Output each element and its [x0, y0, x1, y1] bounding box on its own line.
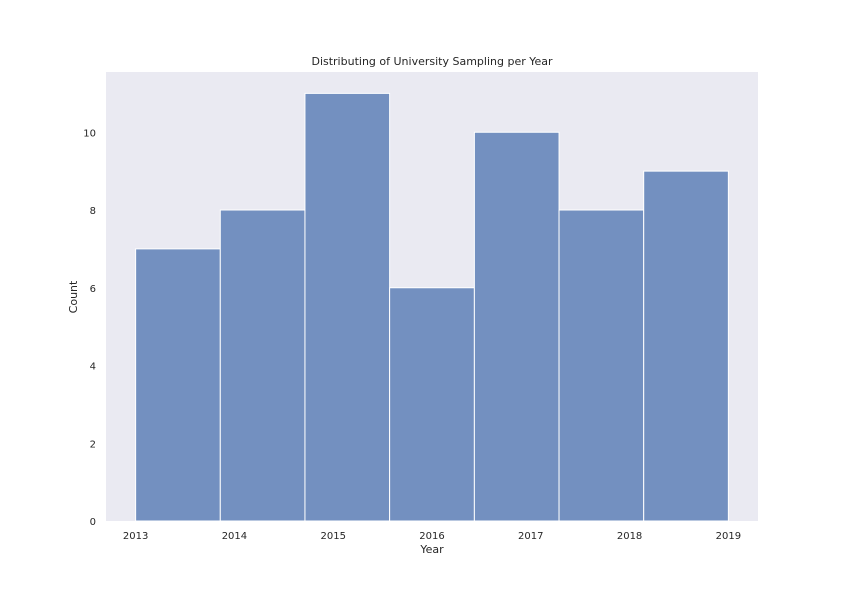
y-tick-label: 10: [83, 128, 96, 139]
y-tick-label: 8: [90, 206, 96, 217]
bars-group: [135, 92, 729, 522]
y-tick-label: 2: [90, 439, 96, 450]
histogram-bar: [304, 92, 391, 522]
y-tick-label: 0: [90, 517, 96, 528]
x-tick-label: 2014: [222, 531, 247, 542]
chart-title: Distributing of University Sampling per …: [311, 55, 553, 68]
x-tick-label: 2015: [320, 531, 345, 542]
x-axis-label: Year: [419, 543, 444, 556]
x-tick-label: 2019: [716, 531, 741, 542]
histogram-bar: [389, 287, 475, 522]
y-axis-ticks: 0 2 4 6 8 10: [83, 128, 96, 528]
histogram-bar: [473, 131, 560, 522]
histogram-bar: [643, 170, 729, 522]
y-tick-label: 4: [90, 362, 96, 373]
x-tick-label: 2013: [123, 531, 148, 542]
y-tick-label: 6: [90, 284, 96, 295]
x-tick-label: 2017: [518, 531, 543, 542]
x-axis-ticks: 2013 2014 2015 2016 2017 2018 2019: [123, 531, 741, 542]
x-tick-label: 2016: [419, 531, 444, 542]
histogram-bar: [135, 248, 221, 522]
x-tick-label: 2018: [617, 531, 642, 542]
y-axis-label: Count: [67, 280, 80, 313]
histogram-bar: [558, 209, 645, 522]
histogram-bar: [219, 209, 306, 522]
